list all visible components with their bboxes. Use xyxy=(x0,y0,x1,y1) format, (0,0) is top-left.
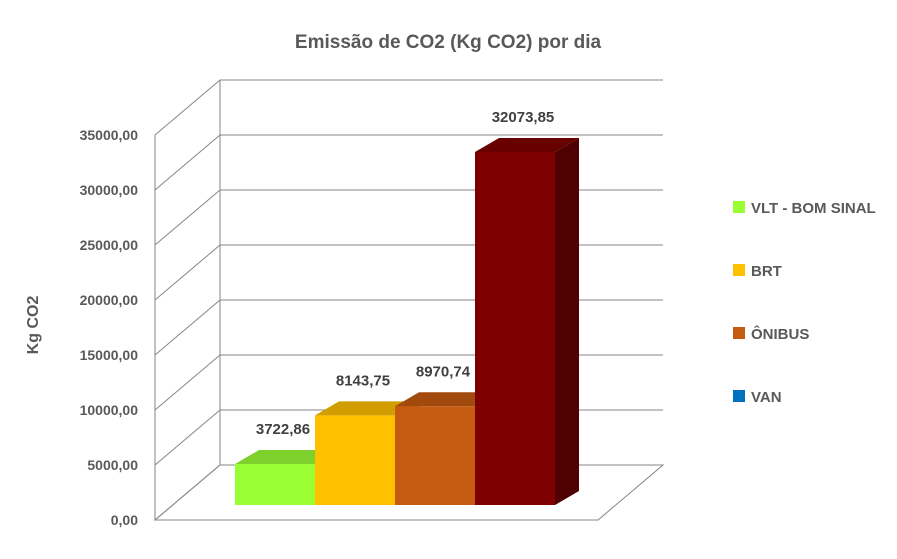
y-tick-label: 5000,00 xyxy=(87,457,138,473)
gridline xyxy=(154,299,663,356)
bar-side xyxy=(555,138,579,505)
legend-swatch xyxy=(733,201,745,213)
bar-top xyxy=(235,450,339,465)
chart-title: Emissão de CO2 (Kg CO2) por dia xyxy=(295,32,602,53)
data-label: 3722,86 xyxy=(256,421,310,438)
gridline xyxy=(154,244,663,301)
legend-label: VLT - BOM SINAL xyxy=(751,200,876,217)
y-tick-label: 0,00 xyxy=(111,512,138,528)
gridline xyxy=(154,189,663,246)
y-axis-label: Kg CO2 xyxy=(25,296,42,355)
bar-top xyxy=(315,401,419,416)
gridlines xyxy=(153,79,665,521)
gridline xyxy=(154,134,663,191)
legend-label: VAN xyxy=(751,389,782,406)
legend-swatch xyxy=(733,390,745,402)
y-tick-label: 15000,00 xyxy=(80,347,139,363)
bar-top xyxy=(395,392,499,407)
y-tick-label: 10000,00 xyxy=(80,402,139,418)
bar xyxy=(235,464,315,505)
legend-swatch xyxy=(733,327,745,339)
y-tick-label: 35000,00 xyxy=(80,127,139,143)
legend-label: ÔNIBUS xyxy=(751,325,809,343)
floor xyxy=(153,464,665,521)
bar-top xyxy=(475,138,579,152)
legend-label: BRT xyxy=(751,263,782,280)
y-tick-label: 25000,00 xyxy=(80,237,139,253)
bar xyxy=(395,406,475,505)
data-labels: 3722,86 8143,75 8970,74 32073,85 xyxy=(256,109,554,438)
y-axis-ticks: 0,00 5000,00 10000,00 15000,00 20000,00 25000… xyxy=(80,127,139,528)
y-tick-label: 20000,00 xyxy=(80,292,139,308)
bar xyxy=(475,152,555,505)
data-label: 8143,75 xyxy=(336,372,390,389)
y-tick-label: 30000,00 xyxy=(80,182,139,198)
gridline xyxy=(154,79,663,136)
bar xyxy=(315,415,395,505)
legend-swatch xyxy=(733,264,745,276)
data-label: 32073,85 xyxy=(492,109,555,126)
data-label: 8970,74 xyxy=(416,363,471,380)
bars xyxy=(235,138,579,505)
legend: VLT - BOM SINAL BRT ÔNIBUS VAN xyxy=(733,200,876,406)
